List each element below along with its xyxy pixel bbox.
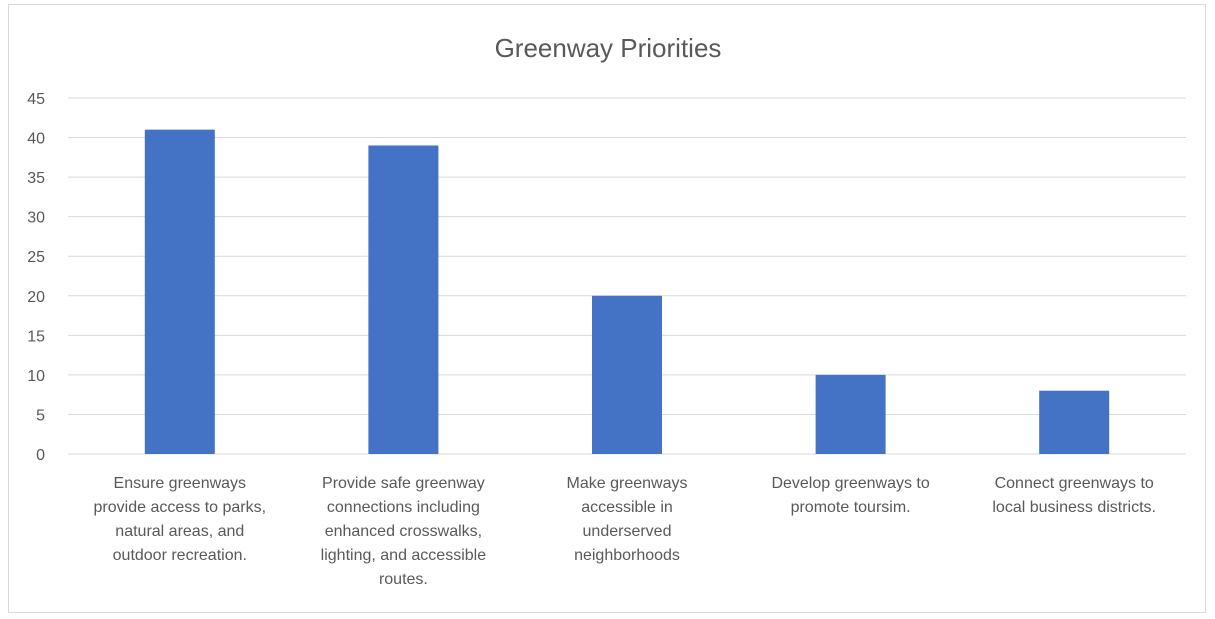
x-category-label: Make greenways accessible in underserved ne… [567, 475, 688, 564]
x-category-label: Connect greenways to local business distr… [992, 475, 1156, 516]
y-tick-label: 10 [27, 368, 45, 385]
y-tick-label: 40 [27, 131, 45, 148]
bars [144, 129, 1110, 454]
y-tick-label: 35 [27, 170, 45, 187]
y-tick-label: 0 [36, 447, 45, 464]
x-category-label: Provide safe greenway connections includi… [321, 475, 487, 588]
x-category-label: Ensure greenways provide access to parks,… [94, 475, 267, 564]
gridlines [68, 97, 1186, 455]
y-tick-label: 45 [27, 91, 45, 108]
y-tick-label: 20 [27, 289, 45, 306]
y-tick-label: 30 [27, 210, 45, 227]
bar [1039, 390, 1110, 454]
chart-title: Greenway Priorities [495, 33, 722, 63]
y-axis-ticks: 0 5 10 15 20 25 30 35 40 45 [27, 91, 45, 464]
x-axis-categories: Ensure greenways provide access to parks,… [94, 475, 1156, 588]
x-category-label: Develop greenways to promote toursim. [771, 475, 929, 516]
y-tick-label: 5 [36, 407, 45, 424]
bar [592, 295, 662, 454]
bar [815, 374, 886, 454]
y-tick-label: 15 [27, 328, 45, 345]
bar [144, 129, 215, 454]
bar [368, 145, 439, 454]
y-tick-label: 25 [27, 249, 45, 266]
